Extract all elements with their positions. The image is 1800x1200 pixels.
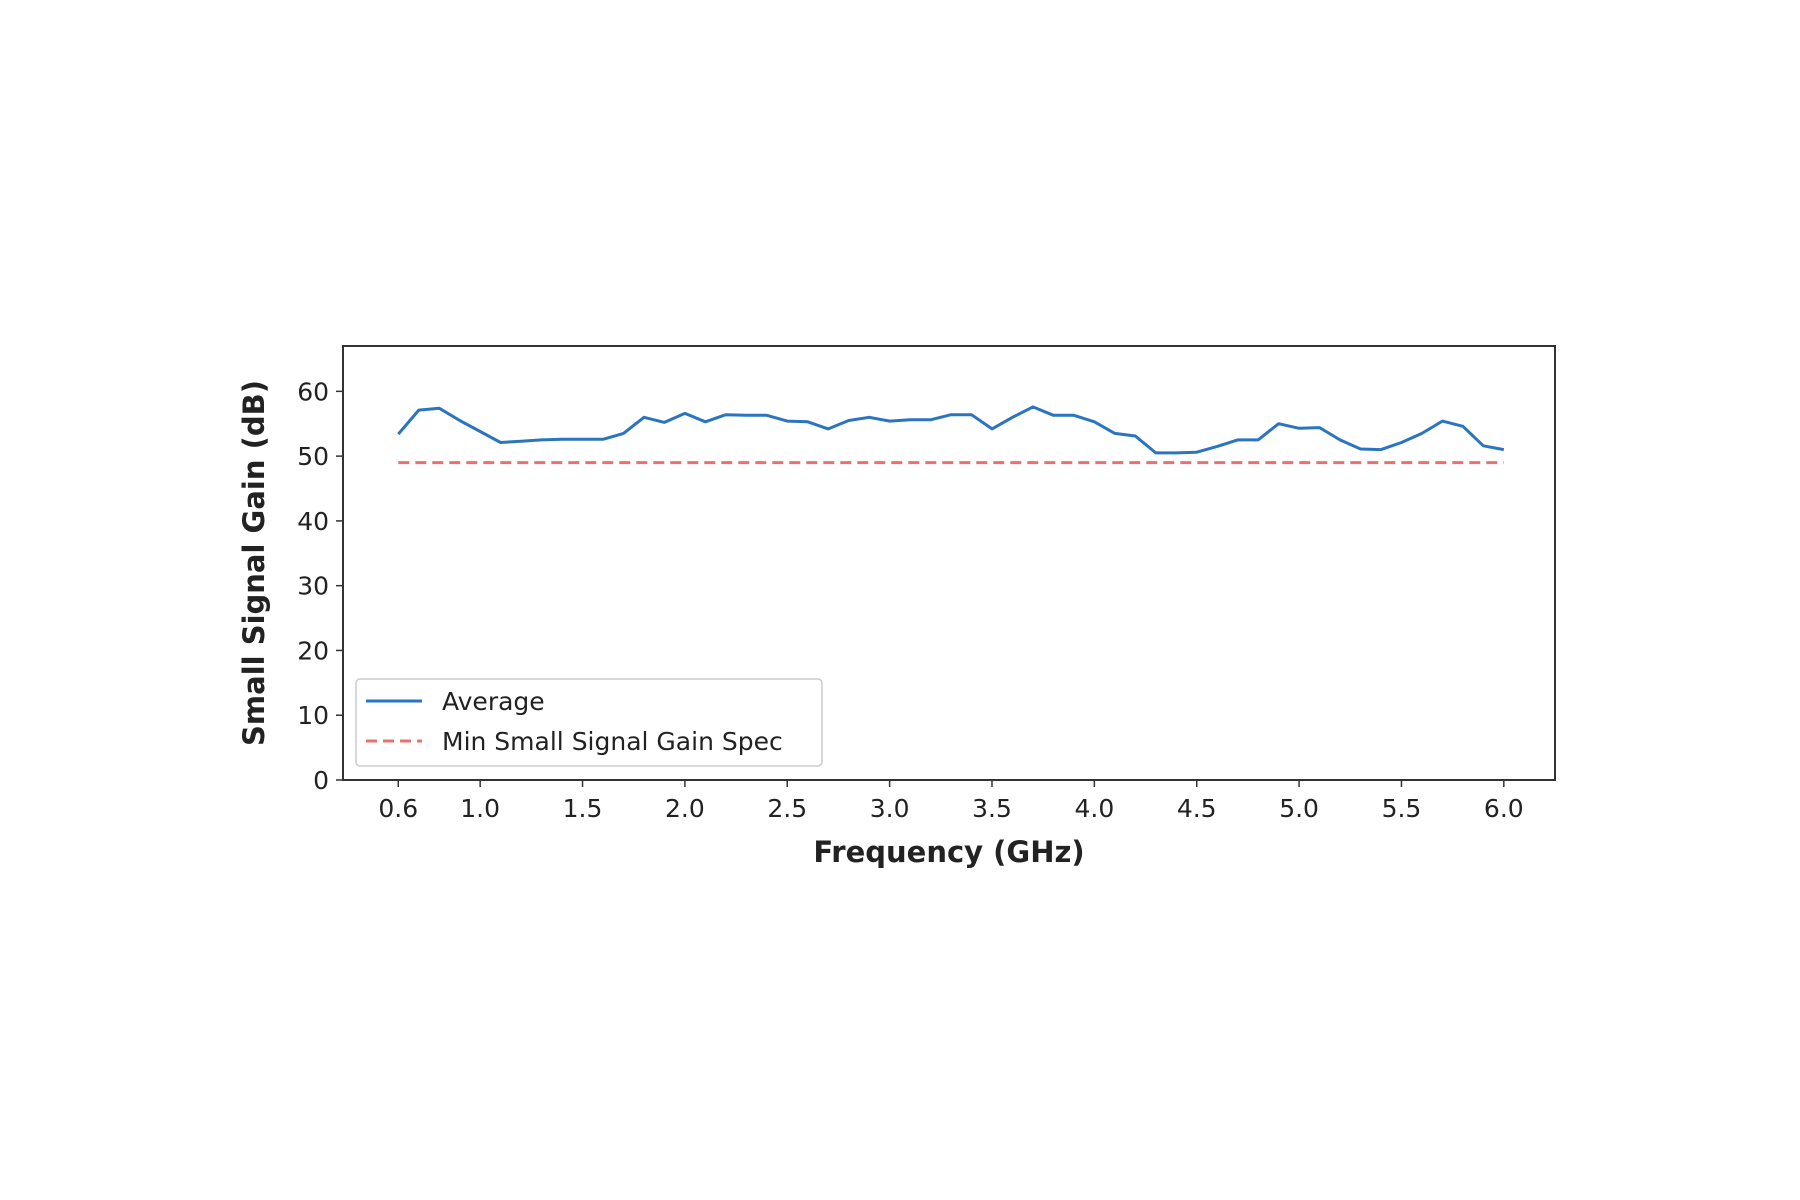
x-tick-label: 4.5 — [1177, 794, 1217, 823]
y-tick-label: 10 — [297, 701, 329, 730]
y-tick-label: 60 — [297, 377, 329, 406]
x-tick-label: 1.5 — [563, 794, 603, 823]
x-axis: 0.6 1.0 1.5 2.0 2.5 3.0 3.5 4.0 4.5 5.0 5.5 6.0 — [378, 780, 1524, 823]
x-tick-label: 6.0 — [1484, 794, 1524, 823]
x-tick-label: 3.5 — [972, 794, 1012, 823]
x-tick-label: 5.5 — [1382, 794, 1422, 823]
x-tick-label: 3.0 — [870, 794, 910, 823]
series-line-average — [397, 405, 1505, 455]
y-tick-label: 30 — [297, 572, 329, 601]
legend-box — [355, 678, 823, 767]
legend: Average Min Small Signal Gain Spec — [355, 678, 823, 767]
legend-label-min-spec: Min Small Signal Gain Spec — [442, 727, 783, 756]
y-tick-label: 0 — [313, 766, 329, 795]
y-axis-title: Small Signal Gain (dB) — [237, 380, 271, 746]
x-tick-label: 2.0 — [665, 794, 705, 823]
x-tick-label: 2.5 — [767, 794, 807, 823]
y-tick-label: 40 — [297, 507, 329, 536]
x-tick-label: 4.0 — [1074, 794, 1114, 823]
y-tick-label: 50 — [297, 442, 329, 471]
x-tick-label: 5.0 — [1279, 794, 1319, 823]
series-layer — [397, 405, 1505, 465]
y-axis: 0 10 20 30 40 50 60 — [297, 377, 343, 795]
legend-label-average: Average — [442, 687, 545, 716]
x-tick-label: 0.6 — [378, 794, 418, 823]
x-axis-title: Frequency (GHz) — [813, 835, 1084, 869]
y-tick-label: 20 — [297, 636, 329, 665]
x-tick-label: 1.0 — [460, 794, 500, 823]
